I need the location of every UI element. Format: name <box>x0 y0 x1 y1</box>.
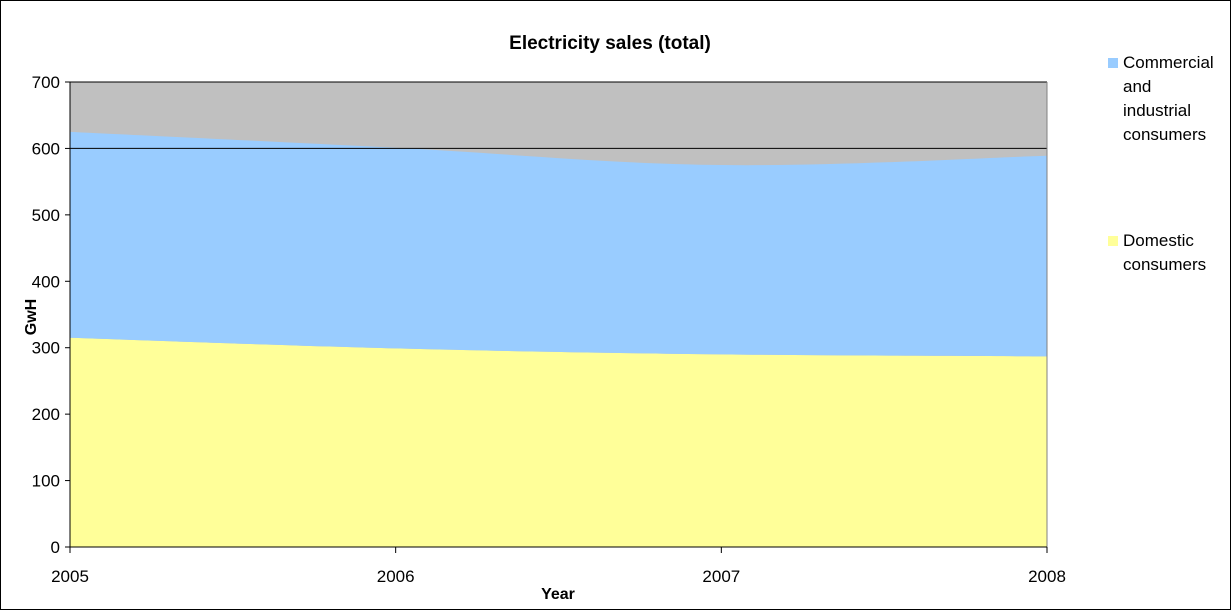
x-tick-label: 2007 <box>702 567 740 586</box>
legend-label: Domestic <box>1123 231 1194 250</box>
y-tick-label: 700 <box>32 73 60 92</box>
y-tick-label: 300 <box>32 339 60 358</box>
x-tick-label: 2008 <box>1028 567 1066 586</box>
legend-item-commercial-industrial: Commercial and industrial consumers <box>1108 53 1214 144</box>
y-tick-label: 200 <box>32 405 60 424</box>
legend-item-domestic: Domestic consumers <box>1108 231 1206 274</box>
legend-label: consumers <box>1123 125 1206 144</box>
y-tick-label: 600 <box>32 139 60 158</box>
y-tick-label: 400 <box>32 272 60 291</box>
plot-area <box>70 81 1048 547</box>
axes: 0 100 200 300 400 500 600 700 2005 2006 2007 2008 <box>32 73 1066 586</box>
legend-label: consumers <box>1123 255 1206 274</box>
area-domestic-consumers <box>70 337 1047 547</box>
legend-swatch <box>1108 236 1118 246</box>
legend-label: industrial <box>1123 101 1191 120</box>
x-tick-label: 2006 <box>377 567 415 586</box>
legend-swatch <box>1108 58 1118 68</box>
x-axis-title: Year <box>541 586 575 603</box>
legend-label: and <box>1123 77 1151 96</box>
y-tick-label: 0 <box>51 538 60 557</box>
x-tick-label: 2005 <box>51 567 89 586</box>
area-commercial-industrial-consumers <box>70 131 1047 357</box>
legend: CommercialandindustrialconsumersDomestic… <box>1108 53 1214 274</box>
y-tick-label: 100 <box>32 472 60 491</box>
y-axis-title: GwH <box>23 299 40 335</box>
legend-label: Commercial <box>1123 53 1214 72</box>
chart-title: Electricity sales (total) <box>509 33 711 54</box>
y-tick-label: 500 <box>32 206 60 225</box>
